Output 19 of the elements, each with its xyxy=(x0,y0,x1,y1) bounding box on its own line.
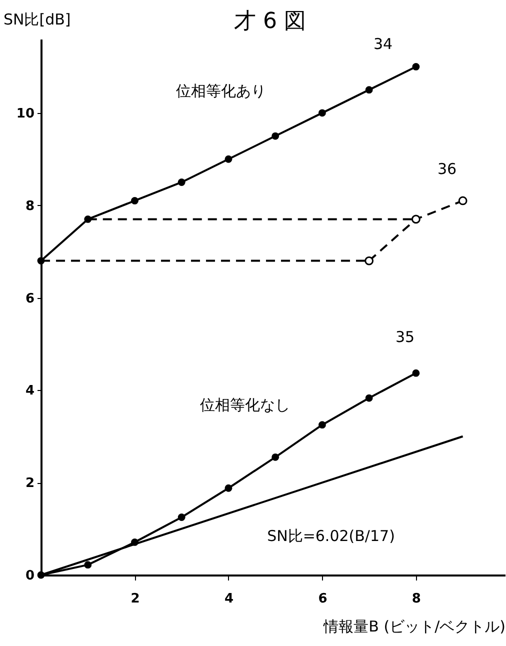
annotation: 34 xyxy=(373,35,393,53)
annotation: 位相等化あり xyxy=(176,82,266,100)
x-tick-label: 4 xyxy=(224,592,234,606)
x-tick-label: 2 xyxy=(130,592,140,606)
x-axis-title: 情報量B (ビット/ベクトル) xyxy=(322,618,506,636)
annotation: 位相等化なし xyxy=(200,396,290,414)
y-tick-label: 2 xyxy=(25,476,34,492)
y-tick-label: 0 xyxy=(25,568,34,584)
annotation: 36 xyxy=(437,160,457,178)
annotation: 35 xyxy=(395,328,415,346)
x-tick-label: 8 xyxy=(412,592,421,606)
x-tick-label: 6 xyxy=(318,592,328,606)
y-tick-label: 6 xyxy=(25,291,34,306)
annotation: SN比=6.02(B/17) xyxy=(267,527,395,545)
y-tick-label: 4 xyxy=(25,384,34,399)
y-tick-label: 10 xyxy=(16,106,34,122)
y-axis-title: SN比[dB] xyxy=(4,10,71,28)
y-tick-label: 8 xyxy=(25,198,34,214)
chart-title: 才 6 図 xyxy=(234,9,306,34)
